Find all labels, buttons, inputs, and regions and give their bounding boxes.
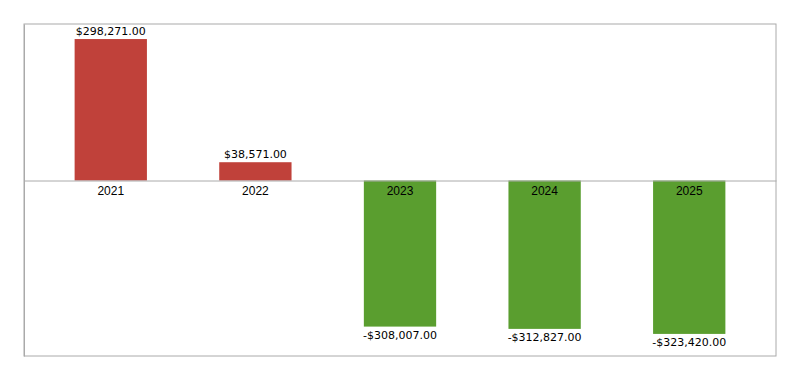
data-label: -$323,420.00 — [652, 336, 726, 349]
bar — [75, 39, 147, 180]
x-tick: 2023 — [387, 184, 414, 198]
bar — [508, 181, 580, 329]
y-axis-line — [24, 25, 25, 357]
chart: 2021 2022 2023 2024 2025 $298,271.00 $38,571.0… — [0, 0, 800, 380]
bars — [75, 39, 726, 334]
x-tick: 2021 — [97, 184, 124, 198]
bar — [219, 162, 291, 180]
bar — [364, 181, 436, 327]
x-axis: 2021 2022 2023 2024 2025 — [25, 181, 777, 198]
data-label: -$308,007.00 — [363, 329, 437, 342]
plot: 2021 2022 2023 2024 2025 $298,271.00 $38,571.0… — [24, 24, 777, 357]
x-tick-label: 2024 — [531, 184, 558, 198]
plot-frame — [24, 24, 776, 356]
x-tick: 2022 — [242, 184, 269, 198]
x-tick: 2025 — [676, 184, 703, 198]
zero-line — [25, 181, 777, 182]
bar — [653, 181, 725, 334]
data-label: $298,271.00 — [76, 25, 146, 38]
x-tick-label: 2025 — [676, 184, 703, 198]
x-tick: 2024 — [531, 184, 558, 198]
data-label: -$312,827.00 — [508, 331, 582, 344]
y-axis — [24, 25, 25, 357]
x-tick-label: 2021 — [97, 184, 124, 198]
x-tick-label: 2023 — [387, 184, 414, 198]
data-label: $38,571.00 — [224, 148, 287, 161]
x-tick-label: 2022 — [242, 184, 269, 198]
data-labels: $298,271.00 $38,571.00 -$308,007.00 -$312,8… — [76, 25, 726, 349]
